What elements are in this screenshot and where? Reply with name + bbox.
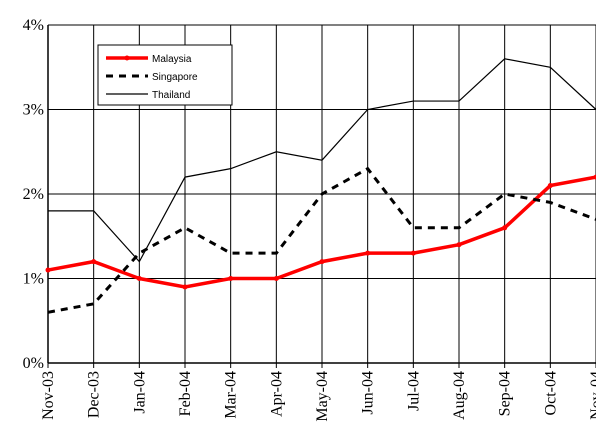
point (228, 276, 234, 281)
x-tick-label: Mar-04 (223, 371, 240, 419)
y-tick-label: 2% (23, 186, 44, 203)
x-tick-label: Apr-04 (268, 371, 285, 417)
series-line (48, 58, 596, 263)
point (91, 259, 97, 265)
x-tick-label: Oct-04 (542, 371, 559, 415)
point (410, 250, 416, 256)
x-tick-label: Nov-03 (40, 371, 57, 420)
point (547, 183, 553, 189)
x-tick-label: Aug-04 (451, 371, 468, 420)
x-tick-label: Nov-04 (588, 371, 596, 420)
x-tick-label: May-04 (314, 371, 331, 422)
point (365, 250, 371, 256)
point (273, 276, 279, 281)
point (593, 174, 596, 180)
point (182, 284, 188, 290)
y-tick-label: 4% (23, 17, 44, 34)
y-tick-label: 3% (23, 102, 44, 119)
point (456, 242, 462, 248)
x-tick-label: Jul-04 (405, 371, 422, 411)
x-tick-label: Jan-04 (131, 371, 148, 414)
y-tick-label: 0% (23, 355, 44, 372)
point (319, 259, 325, 265)
x-tick-label: Feb-04 (177, 371, 194, 416)
legend-marker (124, 55, 130, 61)
legend-label: Malaysia (152, 54, 192, 65)
legend-label: Thailand (152, 90, 190, 101)
point (45, 267, 51, 273)
y-tick-label: 1% (23, 271, 44, 288)
legend-label: Singapore (152, 72, 198, 83)
point (502, 225, 508, 231)
x-tick-label: Dec-03 (86, 371, 103, 418)
x-tick-label: Jun-04 (360, 371, 377, 415)
x-tick-label: Sep-04 (497, 371, 514, 416)
series-line (47, 166, 596, 314)
point (136, 276, 142, 281)
